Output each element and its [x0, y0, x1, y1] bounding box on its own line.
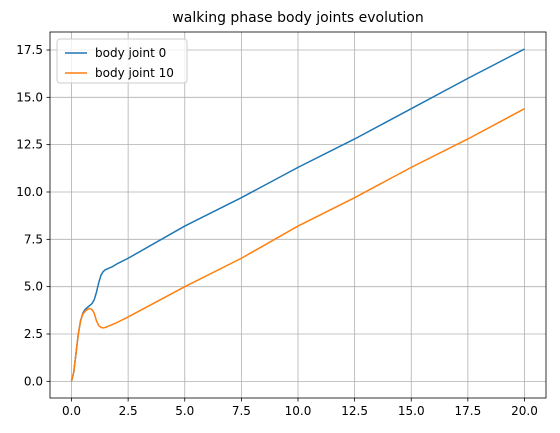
x-axis-ticks: 0.0 2.5 5.0 7.5 10.0 12.5 15.0 17.5 20.0: [62, 398, 538, 418]
y-tick-label: 5.0: [24, 280, 43, 294]
y-tick-label: 10.0: [16, 185, 43, 199]
y-tick-label: 2.5: [24, 327, 43, 341]
series-line-1: [70, 108, 525, 382]
y-tick-label: 7.5: [24, 232, 43, 246]
y-tick-label: 17.5: [16, 43, 43, 57]
series-layer: [70, 48, 525, 382]
x-tick-label: 10.0: [285, 404, 312, 418]
y-tick-label: 0.0: [24, 374, 43, 388]
grid: [50, 32, 546, 398]
x-tick-label: 20.0: [511, 404, 538, 418]
legend-box: [56, 38, 188, 84]
x-tick-label: 2.5: [119, 404, 138, 418]
x-tick-label: 17.5: [455, 404, 482, 418]
legend-label-1: body joint 10: [95, 66, 174, 80]
y-tick-label: 15.0: [16, 90, 43, 104]
x-tick-label: 0.0: [62, 404, 81, 418]
legend-label-0: body joint 0: [95, 46, 166, 60]
legend: body joint 0 body joint 10: [56, 38, 188, 84]
x-tick-label: 15.0: [398, 404, 425, 418]
y-tick-label: 12.5: [16, 138, 43, 152]
chart-title: walking phase body joints evolution: [172, 10, 423, 26]
x-tick-label: 7.5: [232, 404, 251, 418]
x-tick-label: 5.0: [175, 404, 194, 418]
x-tick-label: 12.5: [341, 404, 368, 418]
y-axis-ticks: 0.0 2.5 5.0 7.5 10.0 12.5 15.0 17.5: [16, 43, 50, 388]
